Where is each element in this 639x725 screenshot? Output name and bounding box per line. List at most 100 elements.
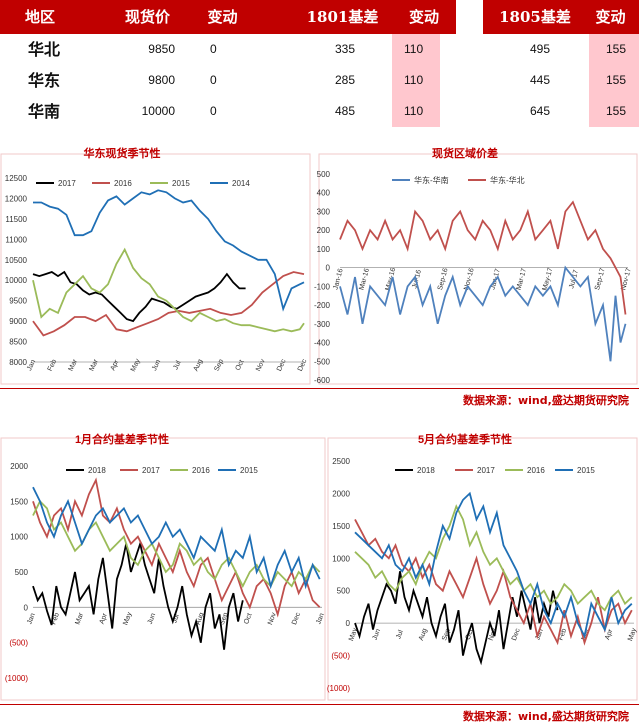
y-tick-label: -500 <box>314 357 331 366</box>
x-tick-label: Aug <box>193 358 205 372</box>
series-line-2017 <box>354 518 633 646</box>
x-tick-label: Sep <box>213 358 225 372</box>
header-region: 地区 <box>24 8 55 26</box>
y-tick-label: 0 <box>326 264 331 273</box>
basis-1805-change: 155 <box>606 42 627 56</box>
region-name: 华南 <box>28 102 61 121</box>
x-tick-label: Feb <box>557 628 568 642</box>
chart-frame <box>318 153 638 385</box>
x-tick-label: Feb <box>50 612 61 626</box>
x-tick-label: Dec <box>276 358 288 373</box>
source-note: 数据来源：wind,盛达期货研究院 <box>463 394 629 407</box>
highlight-cell <box>589 65 639 96</box>
legend-label: 2018 <box>417 466 435 475</box>
y-tick-label: (1000) <box>5 674 28 683</box>
source-note: 数据来源：wind,盛达期货研究院 <box>463 710 629 723</box>
basis-1801-change: 110 <box>404 104 424 118</box>
spot-change: 0 <box>210 73 217 87</box>
basis-1801-change: 110 <box>404 42 424 56</box>
table-header-bar <box>0 0 456 34</box>
x-tick-label: Oct <box>465 628 475 641</box>
y-tick-label: 9000 <box>9 317 27 326</box>
legend-label: 2016 <box>527 466 545 475</box>
y-tick-label: 0 <box>346 619 351 628</box>
region-name: 华东 <box>28 71 61 90</box>
x-tick-label: Nov <box>255 358 267 373</box>
y-tick-label: (500) <box>331 652 350 661</box>
x-tick-label: Feb <box>47 358 58 372</box>
basis-1805: 445 <box>529 73 550 87</box>
x-tick-label: Dec <box>297 358 309 373</box>
x-tick-label: Jun <box>147 612 157 625</box>
y-tick-label: (500) <box>9 639 28 648</box>
highlight-cell <box>589 34 639 65</box>
x-tick-label: May <box>130 357 142 372</box>
y-tick-label: 8000 <box>9 358 27 367</box>
x-tick-label: Oct <box>235 359 246 372</box>
spot-change: 0 <box>210 42 217 56</box>
x-tick-label: May-17 <box>542 267 555 291</box>
y-tick-label: 11500 <box>5 215 27 224</box>
legend-label: 2018 <box>88 466 106 475</box>
series-line-2018 <box>354 571 559 666</box>
series-line-2015 <box>32 486 321 590</box>
y-tick-label: -300 <box>314 320 331 329</box>
y-tick-label: 2000 <box>10 462 28 471</box>
y-tick-label: 400 <box>317 189 331 198</box>
y-tick-label: 1500 <box>332 522 350 531</box>
basis-1801: 285 <box>334 73 355 87</box>
y-tick-label: 2500 <box>332 457 350 466</box>
basis-1801: 485 <box>334 104 355 118</box>
legend-label: 2017 <box>142 466 160 475</box>
legend-label: 华东-华南 <box>414 175 449 185</box>
y-tick-label: 1000 <box>332 554 350 563</box>
y-tick-label: 500 <box>337 587 351 596</box>
highlight-cell <box>589 96 639 127</box>
spot-change: 0 <box>210 104 217 118</box>
x-tick-label: Jan <box>315 612 325 625</box>
legend-label: 2016 <box>192 466 210 475</box>
y-tick-label: (1000) <box>327 684 350 693</box>
y-tick-label: -400 <box>314 339 331 348</box>
series-line-2014 <box>33 189 305 312</box>
legend-label: 2015 <box>172 179 190 188</box>
y-tick-label: 10500 <box>5 256 28 265</box>
table-row: 华北 9850 0 335 110 495 155 <box>0 34 639 65</box>
spot-price: 10000 <box>141 104 175 118</box>
y-tick-label: 100 <box>317 245 331 254</box>
legend-label: 2015 <box>577 466 595 475</box>
series-line-2016 <box>32 271 305 337</box>
legend-label: 2014 <box>232 179 250 188</box>
x-tick-label: Mar <box>88 358 100 372</box>
chart-title: 华东现货季节性 <box>84 146 161 160</box>
header-spot: 现货价 <box>124 8 170 26</box>
x-tick-label: May <box>627 627 638 642</box>
chart-title: 5月合约基差季节性 <box>418 432 512 446</box>
region-name: 华北 <box>28 40 61 59</box>
chart-title: 现货区域价差 <box>432 146 498 160</box>
series-line-华东-华北 <box>339 200 627 315</box>
header-basis-1801-change: 变动 <box>408 8 439 26</box>
basis-table: 地区 现货价 变动 1801基差 变动 1805基差 变动 华北 9850 0 … <box>0 0 639 130</box>
x-tick-label: Jan-16 <box>332 268 344 291</box>
header-basis-1801: 1801基差 <box>306 8 379 26</box>
header-spot-change: 变动 <box>207 8 238 26</box>
x-tick-label: Apr <box>604 628 615 641</box>
chart-frame <box>0 437 326 701</box>
x-tick-label: Dec <box>291 611 302 626</box>
x-tick-label: Apr <box>99 612 110 625</box>
table-row: 华东 9800 0 285 110 445 155 <box>0 65 639 96</box>
legend-label: 2017 <box>477 466 495 475</box>
legend-label: 2017 <box>58 179 76 188</box>
y-tick-label: 12000 <box>5 194 28 203</box>
x-tick-label: Sep <box>441 627 452 641</box>
chart-frame <box>0 153 311 385</box>
x-tick-label: Apr <box>110 358 121 371</box>
y-tick-label: 500 <box>317 170 331 179</box>
series-line-华东-华南 <box>339 265 627 362</box>
basis-1805: 645 <box>529 104 550 118</box>
x-tick-label: Mar <box>68 358 80 372</box>
x-tick-label: Jun <box>372 628 382 641</box>
x-tick-label: Oct <box>243 612 253 625</box>
